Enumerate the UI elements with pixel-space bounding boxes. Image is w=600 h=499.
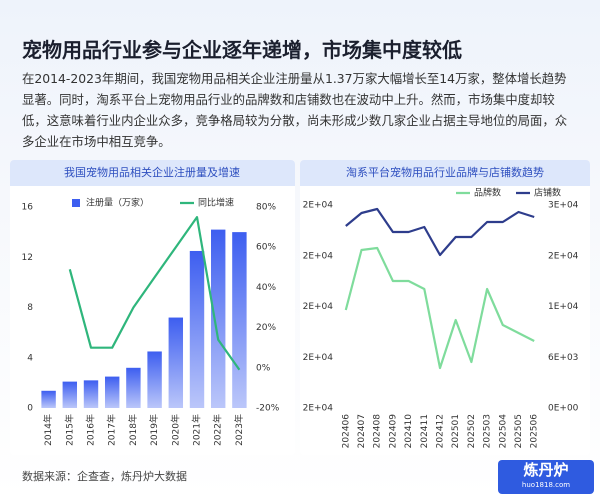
- y2-tick-label: 60%: [256, 243, 276, 253]
- x-tick-label: 202505: [514, 414, 524, 448]
- y2-tick-label: -20%: [256, 404, 280, 414]
- y2-tick-label: 40%: [256, 283, 276, 293]
- logo: 炼丹炉 huo1818.com: [498, 460, 594, 494]
- x-tick-label: 202411: [420, 414, 430, 448]
- x-tick-label: 2017年: [106, 414, 118, 446]
- panel-header: [300, 160, 590, 186]
- x-tick-label: 202503: [483, 414, 493, 448]
- y-tick-label: 16: [22, 203, 34, 213]
- logo-url: huo1818.com: [521, 481, 571, 489]
- bar: [232, 232, 247, 408]
- bar: [104, 376, 120, 408]
- y2-tick-label: 80%: [256, 203, 276, 213]
- bar: [189, 250, 205, 408]
- line: [344, 246, 535, 370]
- legend-swatch: [72, 199, 80, 207]
- bar: [147, 351, 162, 408]
- chart: 我国宠物用品相关企业注册量及增速 0 4 8 12 16 -20% 0% 20% 40% 60% 8…: [10, 160, 295, 446]
- page-title: 宠物用品行业参与企业逐年递增，市场集中度较低: [22, 38, 462, 62]
- x-tick-label: 202410: [404, 414, 414, 449]
- y2-tick-label: 3E+04: [548, 201, 579, 211]
- y-tick-label: 2E+04: [303, 302, 334, 312]
- summary-paragraph: 在2014-2023年期间，我国宠物用品相关企业注册量从1.37万家大幅增长至1…: [22, 71, 568, 149]
- x-tick-label: 202409: [388, 414, 398, 449]
- chart-title: 我国宠物用品相关企业注册量及增速: [64, 165, 240, 179]
- bar: [168, 317, 184, 408]
- x-tick-label: 202408: [373, 414, 383, 449]
- chart-panel: 淘系平台宠物用品行业品牌与店铺数趋势 2E+04 2E+04 2E+04 2E+04 2…: [300, 160, 590, 455]
- y2-tick-label: 2E+04: [548, 251, 579, 261]
- chart-title: 淘系平台宠物用品行业品牌与店铺数趋势: [346, 165, 544, 179]
- legend-label: 同比增速: [198, 197, 234, 209]
- line: [68, 216, 241, 371]
- x-tick-label: 202412: [436, 414, 446, 448]
- chart: 淘系平台宠物用品行业品牌与店铺数趋势 2E+04 2E+04 2E+04 2E+04 2…: [300, 160, 590, 449]
- panel-header: [10, 160, 295, 186]
- y2-tick-label: 0%: [256, 363, 271, 373]
- bar: [83, 380, 99, 408]
- x-tick-label: 2018年: [127, 414, 139, 446]
- x-tick-label: 202506: [530, 414, 540, 449]
- x-tick-label: 2015年: [63, 414, 75, 446]
- line: [345, 207, 535, 257]
- x-tick-label: 2021年: [191, 414, 203, 446]
- y-tick-label: 2E+04: [303, 353, 334, 363]
- x-tick-label: 2023年: [233, 414, 245, 446]
- y-tick-label: 4: [27, 353, 33, 363]
- y2-tick-label: 6E+03: [548, 353, 578, 363]
- logo-name: 炼丹炉: [523, 461, 569, 479]
- chart-panel: 我国宠物用品相关企业注册量及增速 0 4 8 12 16 -20% 0% 20% 40% 60% 8…: [10, 160, 295, 455]
- bar: [210, 229, 226, 408]
- bar: [126, 367, 141, 408]
- x-tick-label: 202502: [467, 414, 477, 448]
- y-tick-label: 2E+04: [303, 404, 334, 414]
- y-tick-label: 2E+04: [303, 251, 334, 261]
- x-tick-label: 2019年: [148, 414, 160, 446]
- y-tick-label: 12: [22, 253, 33, 263]
- y-tick-label: 2E+04: [303, 201, 334, 211]
- x-tick-label: 2014年: [42, 414, 54, 446]
- x-tick-label: 202407: [357, 414, 367, 448]
- y2-tick-label: 20%: [256, 323, 276, 333]
- legend-label: 品牌数: [474, 187, 501, 199]
- legend-label: 注册量（万家）: [86, 197, 149, 209]
- x-tick-label: 2022年: [212, 414, 224, 446]
- x-tick-label: 202501: [451, 414, 461, 448]
- x-tick-label: 202504: [498, 414, 508, 449]
- bar: [62, 381, 78, 408]
- bar: [41, 390, 56, 408]
- y-tick-label: 8: [27, 303, 33, 313]
- y-tick-label: 0: [27, 404, 33, 414]
- x-tick-label: 2020年: [169, 414, 181, 446]
- legend-label: 店铺数: [534, 187, 561, 199]
- x-tick-label: 2016年: [85, 414, 97, 446]
- y2-tick-label: 1E+04: [548, 302, 579, 312]
- source-note: 数据来源：企查查，炼丹炉大数据: [22, 470, 187, 483]
- x-tick-label: 202406: [341, 414, 351, 449]
- y2-tick-label: 0E+00: [548, 404, 579, 414]
